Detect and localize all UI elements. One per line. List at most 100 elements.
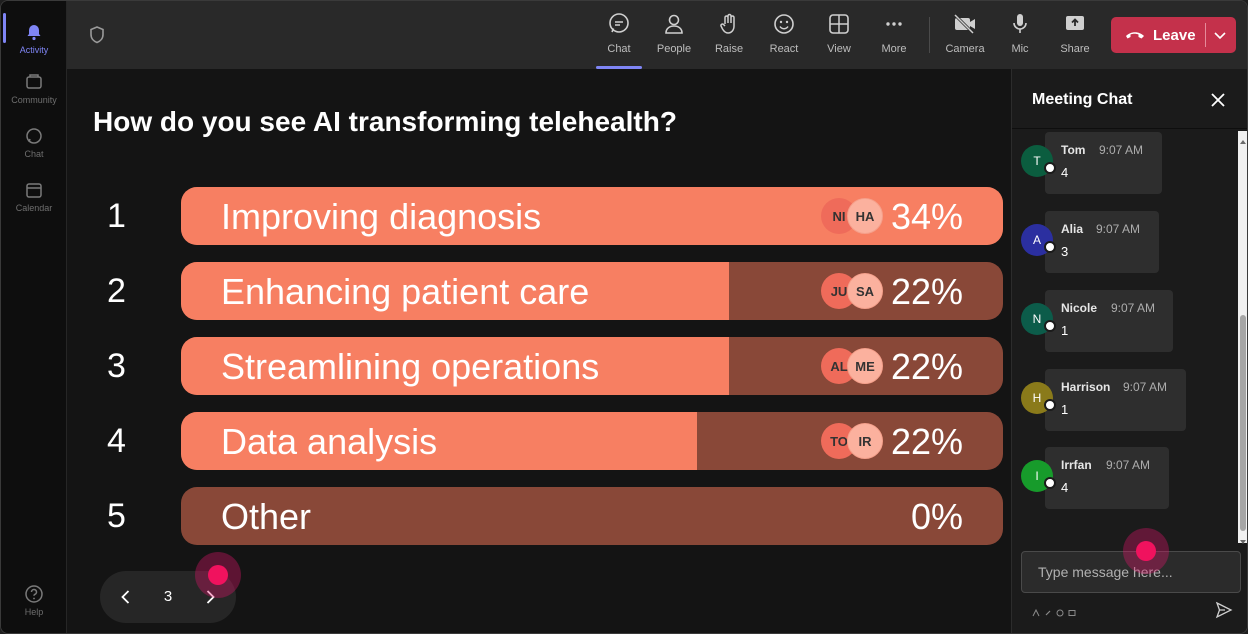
toolbar-chat-button[interactable]: Chat xyxy=(594,11,644,69)
chat-panel-title: Meeting Chat xyxy=(1032,91,1133,108)
sender-name: Tom xyxy=(1061,143,1086,157)
chat-message: Nicole 9:07 AM 1 N xyxy=(1012,290,1232,352)
scrollbar-thumb[interactable] xyxy=(1240,315,1246,531)
rail-item-community[interactable]: Community xyxy=(1,63,67,113)
calendar-icon xyxy=(24,180,44,200)
message-bubble: Nicole 9:07 AM 1 xyxy=(1045,290,1173,352)
sender-name: Nicole xyxy=(1061,301,1098,315)
scroll-down-arrow-icon[interactable] xyxy=(1239,533,1247,544)
presence-status-icon xyxy=(1044,320,1056,332)
poll-option-bar: Other 0% xyxy=(181,487,1003,545)
chevron-left-icon[interactable] xyxy=(116,587,136,607)
rail-label: Chat xyxy=(24,148,44,159)
mic-icon xyxy=(1007,11,1033,37)
react-icon xyxy=(771,11,797,37)
toolbar-people-button[interactable]: People xyxy=(649,11,699,63)
raise-hand-icon xyxy=(716,11,742,37)
toolbar-mic-button[interactable]: Mic xyxy=(995,11,1045,63)
shield-icon xyxy=(87,25,107,45)
bell-icon xyxy=(24,22,44,42)
chevron-right-icon[interactable] xyxy=(200,587,220,607)
chevron-down-icon[interactable] xyxy=(1212,27,1228,43)
poll-option-bar: Streamlining operations AL ME 22% xyxy=(181,337,1003,395)
message-text: 4 xyxy=(1061,165,1069,180)
message-timestamp: 9:07 AM xyxy=(1096,222,1141,236)
sender-name: Harrison xyxy=(1061,380,1111,394)
toolbar-label: Chat xyxy=(607,43,631,55)
poll-option-fill xyxy=(181,337,729,395)
toolbar-raise-button[interactable]: Raise xyxy=(704,11,754,63)
poll-option-label: Improving diagnosis xyxy=(221,196,542,237)
poll-option-label: Data analysis xyxy=(221,421,438,462)
poll-option-number: 3 xyxy=(107,347,126,385)
hang-up-icon xyxy=(1125,28,1145,42)
leave-label: Leave xyxy=(1153,26,1196,44)
rail-label: Calendar xyxy=(15,202,53,213)
scroll-up-arrow-icon[interactable] xyxy=(1239,133,1247,144)
view-grid-icon xyxy=(826,11,852,37)
meeting-toolbar: Chat People Raise React View xyxy=(67,1,1247,69)
toolbar-camera-button[interactable]: Camera xyxy=(940,11,990,63)
rail-item-calendar[interactable]: Calendar xyxy=(1,171,67,221)
toolbar-label: More xyxy=(881,43,907,55)
message-timestamp: 9:07 AM xyxy=(1099,143,1144,157)
rail-label: Activity xyxy=(19,44,49,55)
poll-option-number: 2 xyxy=(107,272,126,310)
toolbar-label: Mic xyxy=(1011,43,1029,55)
poll-option-row: 4 Data analysis TO IR 22% xyxy=(67,412,1011,470)
poll-stage: How do you see AI transforming telehealt… xyxy=(67,69,1011,633)
attach-icon[interactable] xyxy=(1044,604,1052,616)
toolbar-view-button[interactable]: View xyxy=(814,11,864,63)
rail-active-indicator xyxy=(3,13,6,43)
chat-message-input[interactable] xyxy=(1021,551,1241,593)
emoji-icon[interactable] xyxy=(1056,604,1064,617)
poll-option-number: 4 xyxy=(107,422,126,460)
send-icon[interactable] xyxy=(1215,601,1233,619)
poll-option-bar: Enhancing patient care JU SA 22% xyxy=(181,262,1003,320)
leave-split-divider xyxy=(1205,23,1206,47)
sender-name: Alia xyxy=(1061,222,1084,236)
rail-item-activity[interactable]: Activity xyxy=(1,13,67,63)
rail-item-help[interactable]: Help xyxy=(1,575,67,625)
presence-status-icon xyxy=(1044,241,1056,253)
toolbar-more-button[interactable]: More xyxy=(869,11,919,63)
presence-status-icon xyxy=(1044,162,1056,174)
poll-option-fill xyxy=(181,412,697,470)
poll-question: How do you see AI transforming telehealt… xyxy=(93,106,677,137)
chat-icon xyxy=(24,126,44,146)
close-icon[interactable] xyxy=(1209,91,1227,109)
rail-item-chat[interactable]: Chat xyxy=(1,117,67,167)
camera-off-icon xyxy=(952,11,978,37)
message-bubble: Harrison 9:07 AM 1 xyxy=(1045,369,1186,431)
poll-option-percent: 22% xyxy=(890,421,963,462)
poll-option-label: Streamlining operations xyxy=(221,346,600,387)
leave-button[interactable]: Leave xyxy=(1111,17,1236,53)
voter-avatar: HA xyxy=(847,198,883,234)
poll-option-percent: 22% xyxy=(890,271,963,312)
format-icon[interactable] xyxy=(1032,604,1040,617)
chat-scrollbar[interactable] xyxy=(1238,131,1247,544)
message-text: 3 xyxy=(1061,244,1069,259)
click-indicator xyxy=(1123,528,1169,574)
chat-divider xyxy=(1012,128,1247,129)
poll-option-percent: 22% xyxy=(890,346,963,387)
toolbar-share-button[interactable]: Share xyxy=(1050,11,1100,63)
app-rail: Activity Community Chat Calendar Help xyxy=(1,1,67,633)
poll-option-number: 1 xyxy=(107,197,126,235)
message-timestamp: 9:07 AM xyxy=(1123,380,1168,394)
community-icon xyxy=(24,72,44,92)
gif-icon[interactable] xyxy=(1068,604,1076,616)
sender-name: Irrfan xyxy=(1061,458,1092,472)
toolbar-label: Camera xyxy=(945,43,985,55)
toolbar-label: People xyxy=(656,43,692,55)
message-bubble: Alia 9:07 AM 3 xyxy=(1045,211,1159,273)
people-icon xyxy=(661,11,687,37)
toolbar-label: View xyxy=(827,43,851,55)
toolbar-label: Raise xyxy=(714,43,744,55)
toolbar-react-button[interactable]: React xyxy=(759,11,809,63)
compose-tools xyxy=(1032,604,1076,617)
message-timestamp: 9:07 AM xyxy=(1111,301,1156,315)
toolbar-label: Share xyxy=(1060,43,1090,55)
poll-option-row: 2 Enhancing patient care JU SA 22% xyxy=(67,262,1011,320)
toolbar-label: React xyxy=(769,43,799,55)
